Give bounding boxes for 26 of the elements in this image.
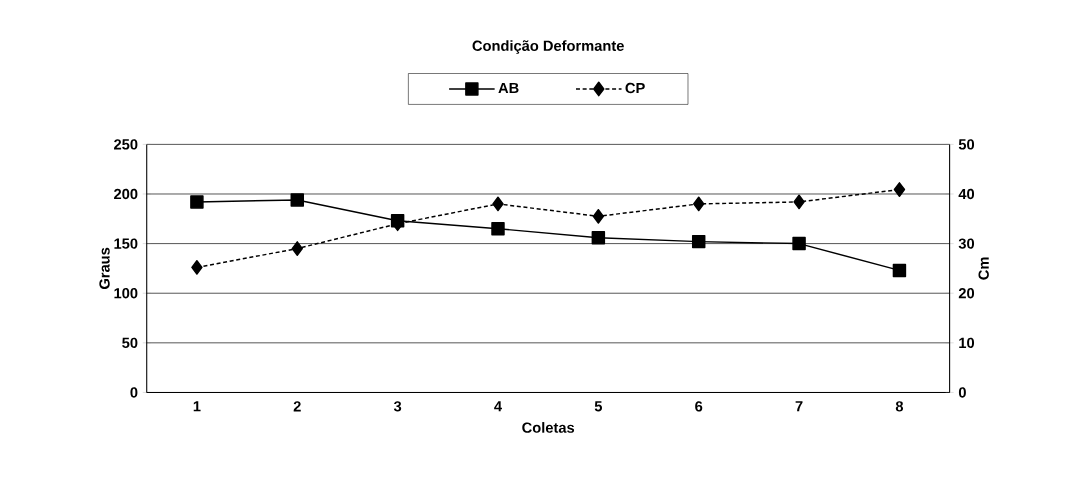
chart-title: Condição Deformante bbox=[472, 40, 624, 54]
y2-axis-title: Cm bbox=[978, 257, 989, 280]
x-tick-label: 6 bbox=[695, 401, 703, 412]
y-axis-title: Graus bbox=[99, 247, 110, 289]
y2-tick-label: 10 bbox=[959, 337, 975, 348]
y2-tick-label: 40 bbox=[958, 188, 975, 200]
y2-tick-label: 50 bbox=[958, 139, 975, 150]
legend-label: AB bbox=[498, 82, 519, 93]
x-tick-label: 8 bbox=[895, 401, 904, 412]
x-tick-label: 7 bbox=[795, 401, 803, 412]
y-tick-label: 0 bbox=[130, 387, 138, 398]
x-tick-label: 4 bbox=[494, 401, 502, 412]
x-axis-title: Coletas bbox=[522, 422, 575, 433]
x-tick-label: 2 bbox=[293, 401, 301, 412]
y2-tick-label: 0 bbox=[958, 387, 966, 398]
x-tick-label: 1 bbox=[193, 401, 201, 412]
y-tick-label: 150 bbox=[114, 238, 138, 249]
y-tick-label: 50 bbox=[122, 337, 138, 348]
x-tick-label: 3 bbox=[393, 401, 402, 412]
y2-tick-label: 20 bbox=[958, 287, 975, 299]
x-tick-label: 5 bbox=[594, 401, 603, 412]
legend-label: CP bbox=[625, 82, 645, 94]
y-tick-label: 250 bbox=[114, 139, 138, 150]
y-tick-label: 200 bbox=[114, 188, 138, 200]
y-tick-label: 100 bbox=[114, 287, 138, 299]
y2-tick-label: 30 bbox=[958, 238, 975, 249]
